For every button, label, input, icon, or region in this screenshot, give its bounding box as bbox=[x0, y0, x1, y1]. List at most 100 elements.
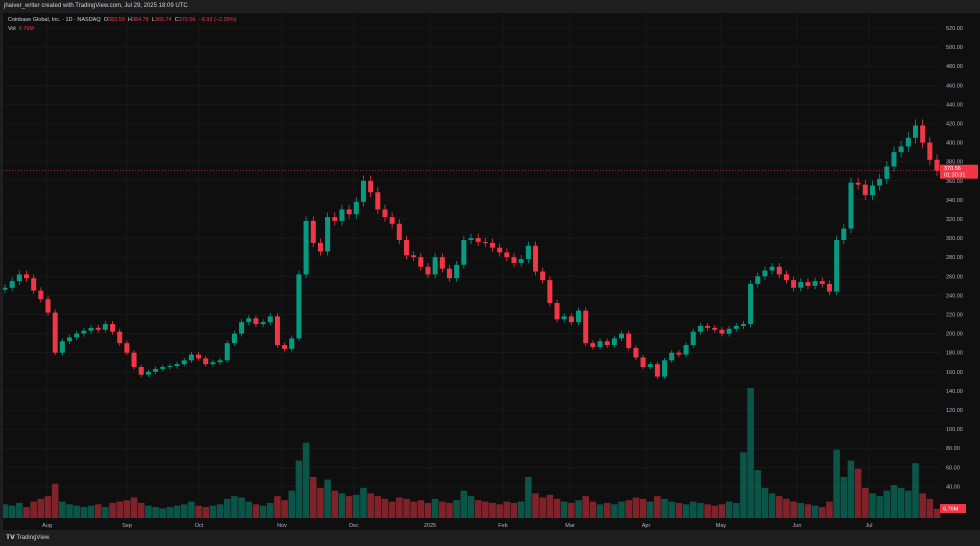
volume-bar bbox=[833, 449, 840, 518]
volume-bar bbox=[80, 507, 88, 518]
volume-bar bbox=[216, 504, 224, 518]
candle-body bbox=[533, 245, 539, 272]
candle-body bbox=[705, 325, 711, 328]
candle-body bbox=[504, 252, 510, 258]
candle-body bbox=[375, 192, 381, 210]
candle-body bbox=[196, 354, 202, 359]
y-tick-label: 180.00 bbox=[946, 351, 963, 357]
candle-body bbox=[124, 343, 130, 353]
volume-bar bbox=[876, 496, 883, 518]
candle-body bbox=[188, 354, 194, 361]
y-tick-label: 300.00 bbox=[946, 236, 963, 242]
candle-body bbox=[446, 268, 453, 279]
volume-bar bbox=[209, 505, 217, 518]
volume-bar bbox=[180, 504, 188, 518]
candle-body bbox=[9, 281, 15, 288]
candle-body bbox=[798, 282, 804, 288]
volume-bar bbox=[654, 496, 661, 518]
volume-bar bbox=[589, 501, 597, 518]
candle-body bbox=[239, 322, 245, 334]
volume-value: 6.76M bbox=[18, 26, 35, 32]
volume-bar bbox=[819, 507, 826, 518]
volume-bar bbox=[510, 502, 518, 518]
last-volume-label bbox=[940, 504, 966, 513]
candle-body bbox=[360, 180, 366, 202]
volume-bar bbox=[324, 479, 331, 518]
candle-body bbox=[912, 125, 919, 138]
candle-body bbox=[619, 333, 625, 339]
y-tick-label: 80.00 bbox=[946, 446, 960, 452]
volume-bar bbox=[718, 504, 726, 518]
volume-bar bbox=[804, 504, 812, 518]
symbol-name[interactable]: Coinbase Global, Inc. · 1D · NASDAQ bbox=[8, 17, 101, 23]
volume-bar bbox=[897, 487, 905, 518]
candle-body bbox=[869, 185, 875, 196]
y-tick-label: 160.00 bbox=[946, 370, 963, 376]
volume-bar bbox=[453, 500, 460, 518]
price-chart[interactable]: 40.00 60.00 80.00 100.00 120.00 140.00 160.00 1… bbox=[3, 13, 980, 530]
candle-body bbox=[726, 328, 732, 334]
volume-bar bbox=[603, 502, 611, 518]
volume-bar bbox=[417, 500, 425, 518]
volume-bar bbox=[582, 496, 589, 518]
volume-bar bbox=[252, 504, 260, 518]
volume-bar bbox=[869, 493, 876, 518]
change-value: −8.93 (−2.35%) bbox=[198, 17, 237, 23]
x-tick-label: 2025 bbox=[424, 523, 436, 529]
volume-bar bbox=[388, 501, 396, 518]
volume-bar bbox=[811, 505, 819, 518]
y-tick-label: 460.00 bbox=[946, 83, 963, 89]
candle-body bbox=[841, 228, 847, 241]
candle-body bbox=[67, 337, 73, 342]
candle-body bbox=[690, 331, 696, 346]
candle-body bbox=[468, 238, 474, 241]
volume-bar bbox=[790, 501, 797, 518]
volume-bar bbox=[202, 507, 210, 518]
volume-bar bbox=[16, 502, 23, 518]
candle-body bbox=[812, 281, 818, 286]
candle-body bbox=[826, 283, 832, 292]
candle-body bbox=[748, 283, 754, 325]
chart-caption: jhaiver_writer created with TradingView.… bbox=[0, 0, 980, 13]
volume-bar bbox=[847, 460, 855, 518]
candle-body bbox=[131, 352, 137, 368]
volume-bar bbox=[503, 501, 511, 518]
volume-bar bbox=[102, 507, 109, 518]
volume-bar bbox=[188, 501, 195, 518]
candle-body bbox=[296, 274, 302, 339]
chart-area[interactable]: 40.00 60.00 80.00 100.00 120.00 140.00 160.00 1… bbox=[3, 13, 980, 530]
candle-body bbox=[210, 362, 216, 365]
candle-body bbox=[16, 274, 22, 282]
volume-bar bbox=[474, 500, 482, 518]
low-label: L bbox=[151, 17, 155, 23]
candle-body bbox=[805, 282, 811, 286]
volume-bar bbox=[159, 508, 167, 518]
open-label: O bbox=[103, 17, 108, 23]
candle-body bbox=[683, 345, 689, 355]
candle-body bbox=[525, 245, 531, 260]
symbol-legend: Coinbase Global, Inc. · 1D · NASDAQ O383… bbox=[8, 16, 236, 34]
volume-bar bbox=[345, 496, 353, 518]
volume-bar bbox=[152, 507, 159, 518]
candle-body bbox=[253, 318, 259, 325]
volume-bar bbox=[854, 468, 862, 518]
volume-bar bbox=[632, 497, 640, 518]
x-tick-label: Dec bbox=[349, 523, 359, 529]
volume-bar bbox=[568, 502, 575, 518]
candle-body bbox=[181, 360, 187, 365]
volume-bar bbox=[890, 485, 898, 518]
volume-bar bbox=[740, 452, 747, 518]
volume-bar bbox=[37, 498, 45, 518]
y-tick-label: 360.00 bbox=[946, 179, 963, 185]
candle-body bbox=[920, 125, 926, 143]
last-volume-value: 6.76M bbox=[943, 507, 959, 513]
volume-bar bbox=[59, 501, 66, 518]
y-tick-label: 280.00 bbox=[946, 255, 963, 261]
volume-bar bbox=[295, 460, 303, 518]
volume-bar bbox=[317, 487, 324, 518]
high-label: H bbox=[127, 17, 132, 23]
candle-body bbox=[561, 316, 567, 320]
candle-body bbox=[497, 247, 503, 253]
volume-bar bbox=[611, 504, 618, 518]
candle-body bbox=[511, 257, 517, 263]
